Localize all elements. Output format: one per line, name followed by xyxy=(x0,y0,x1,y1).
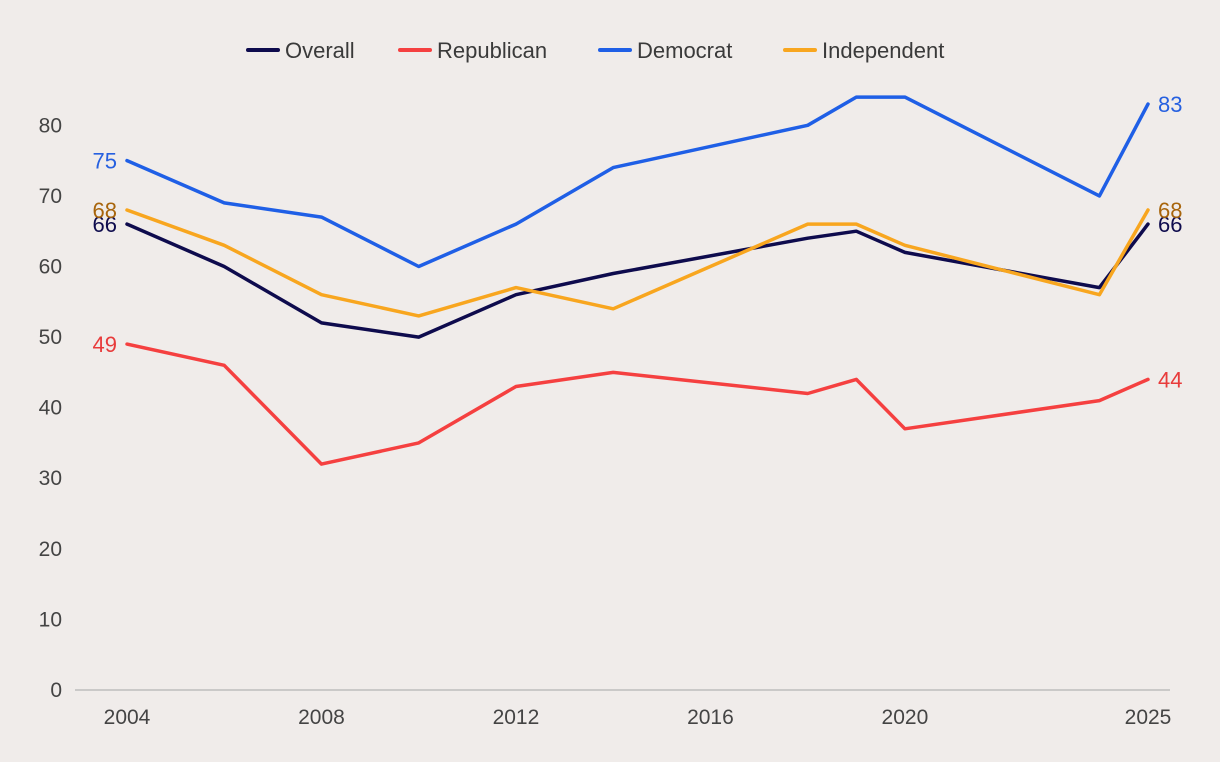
series-line-republican xyxy=(125,342,1150,466)
y-tick-label-40: 40 xyxy=(39,397,62,420)
start-label-republican: 49 xyxy=(93,332,117,357)
y-tick-label-30: 30 xyxy=(39,467,62,490)
series-line-democrat xyxy=(125,95,1150,269)
y-tick-label-70: 70 xyxy=(39,185,62,208)
end-label-overall: 66 xyxy=(1158,212,1182,237)
series-line-independent xyxy=(125,208,1150,318)
legend-label-overall: Overall xyxy=(285,38,355,63)
series-line-overall xyxy=(125,222,1150,339)
legend-label-republican: Republican xyxy=(437,38,547,63)
x-tick-label-2025: 2025 xyxy=(1125,706,1172,729)
end-label-independent: 68 xyxy=(1158,198,1182,223)
x-tick-label-2020: 2020 xyxy=(882,706,929,729)
y-tick-label-20: 20 xyxy=(39,538,62,561)
start-label-democrat: 75 xyxy=(93,149,117,174)
legend-label-democrat: Democrat xyxy=(637,38,732,63)
legend-label-independent: Independent xyxy=(822,38,944,63)
x-tick-label-2008: 2008 xyxy=(298,706,345,729)
x-tick-label-2012: 2012 xyxy=(493,706,540,729)
y-tick-label-60: 60 xyxy=(39,255,62,278)
y-tick-label-80: 80 xyxy=(39,114,62,137)
x-tick-label-2016: 2016 xyxy=(687,706,734,729)
y-tick-label-0: 0 xyxy=(50,679,62,702)
end-label-democrat: 83 xyxy=(1158,92,1182,117)
x-tick-label-2004: 2004 xyxy=(104,706,151,729)
start-label-overall: 66 xyxy=(93,212,117,237)
start-label-independent: 68 xyxy=(93,198,117,223)
y-tick-label-10: 10 xyxy=(39,608,62,631)
end-label-republican: 44 xyxy=(1158,367,1182,392)
y-tick-label-50: 50 xyxy=(39,326,62,349)
